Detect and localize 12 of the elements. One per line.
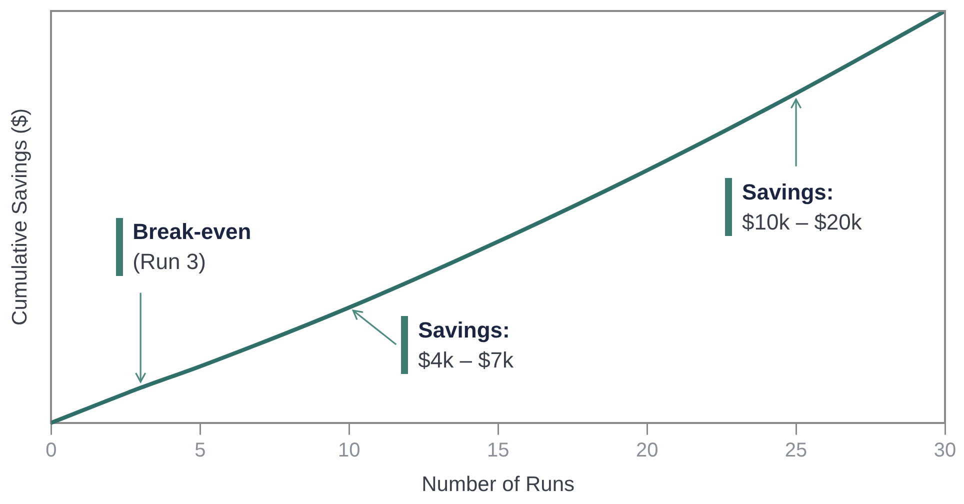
x-tick-label: 5 xyxy=(194,439,206,462)
annotation: Break-even (Run 3) xyxy=(132,218,252,274)
x-axis-title: Number of Runs xyxy=(422,473,575,496)
x-tick-label: 0 xyxy=(46,439,57,462)
x-tick-label: 25 xyxy=(784,439,808,462)
annotation: Savings: $4k – $7k xyxy=(418,317,515,372)
x-tick-label: 20 xyxy=(636,439,658,462)
x-tick-label: 30 xyxy=(934,439,956,462)
y-axis-title: Cumulative Savings ($) xyxy=(8,108,32,326)
annotation: Savings: $10k – $20k xyxy=(742,179,863,234)
x-tick-label: 10 xyxy=(338,439,360,462)
x-tick-label: 15 xyxy=(486,439,510,462)
